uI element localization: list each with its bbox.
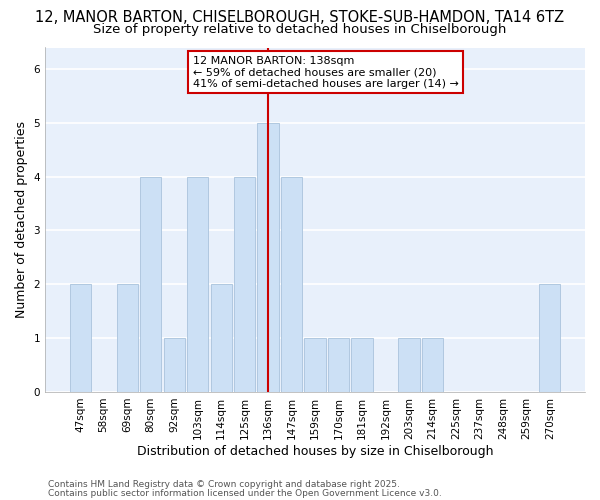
Bar (257, 123, 278, 392)
Text: 12, MANOR BARTON, CHISELBOROUGH, STOKE-SUB-HAMDON, TA14 6TZ: 12, MANOR BARTON, CHISELBOROUGH, STOKE-S… (35, 10, 565, 25)
Bar (422, 338, 443, 392)
Bar (116, 284, 137, 392)
Bar (211, 284, 232, 392)
Text: Contains HM Land Registry data © Crown copyright and database right 2025.: Contains HM Land Registry data © Crown c… (48, 480, 400, 489)
Bar (70, 284, 91, 392)
Bar (187, 176, 208, 392)
Bar (398, 338, 419, 392)
Text: Size of property relative to detached houses in Chiselborough: Size of property relative to detached ho… (94, 22, 506, 36)
Bar (164, 338, 185, 392)
Bar (352, 338, 373, 392)
X-axis label: Distribution of detached houses by size in Chiselborough: Distribution of detached houses by size … (137, 444, 493, 458)
Y-axis label: Number of detached properties: Number of detached properties (15, 121, 28, 318)
Bar (234, 176, 255, 392)
Bar (140, 176, 161, 392)
Text: Contains public sector information licensed under the Open Government Licence v3: Contains public sector information licen… (48, 488, 442, 498)
Bar (304, 338, 326, 392)
Bar (328, 338, 349, 392)
Bar (281, 176, 302, 392)
Bar (539, 284, 560, 392)
Text: 12 MANOR BARTON: 138sqm
← 59% of detached houses are smaller (20)
41% of semi-de: 12 MANOR BARTON: 138sqm ← 59% of detache… (193, 56, 459, 89)
